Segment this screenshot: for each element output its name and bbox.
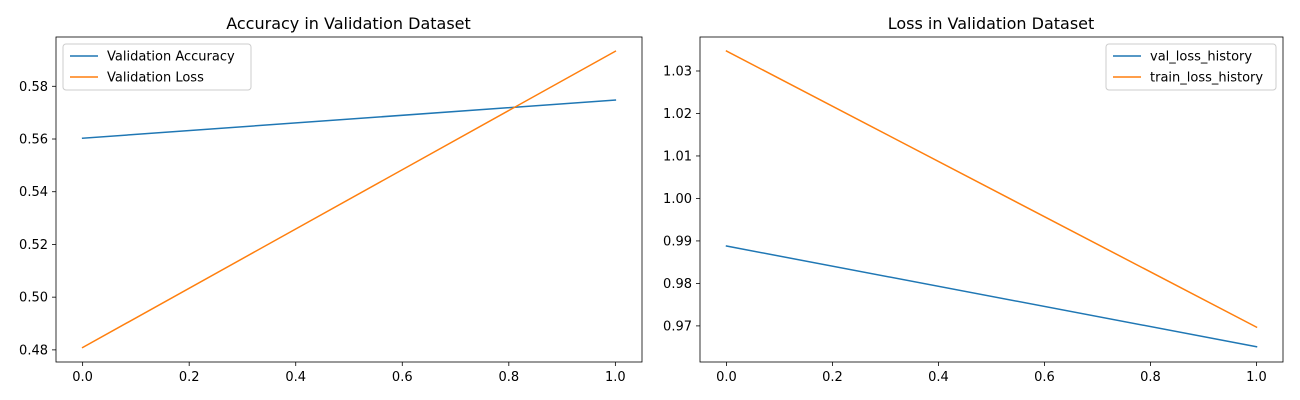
x-tick-label: 0.2 — [822, 370, 843, 385]
legend-box — [1105, 43, 1277, 91]
y-tick-label: 0.98 — [663, 277, 692, 292]
series-line-1 — [81, 99, 617, 140]
legend-box — [62, 43, 252, 91]
legend: val_loss_history train_loss_history — [1105, 43, 1277, 91]
chart-title: Loss in Validation Dataset — [888, 14, 1095, 33]
y-tick-label: 0.58 — [19, 80, 48, 95]
x-tick-label: 1.0 — [1246, 370, 1267, 385]
x-tick-label: 0.4 — [285, 370, 306, 385]
x-tick-label: 0.8 — [1140, 370, 1161, 385]
series-line-2 — [725, 50, 1258, 329]
y-tick-label: 0.48 — [19, 343, 48, 358]
axes-frame — [699, 36, 1284, 363]
y-tick-label: 0.50 — [19, 291, 48, 306]
x-tick-label: 0.0 — [72, 370, 93, 385]
series-line-1 — [725, 245, 1258, 348]
y-tick-label: 1.01 — [663, 149, 692, 164]
y-tick-label: 0.54 — [19, 185, 48, 200]
legend-label-1: Validation Accuracy — [107, 50, 235, 65]
y-tick-label: 0.97 — [663, 319, 692, 334]
legend-label-2: train_loss_history — [1150, 71, 1263, 86]
axes-frame — [55, 36, 643, 363]
x-tick-label: 0.0 — [716, 370, 737, 385]
series-line-2 — [81, 50, 617, 349]
x-tick-label: 0.6 — [392, 370, 413, 385]
accuracy-chart-panel: Accuracy in Validation Dataset 0.0 0.2 0.4… — [19, 14, 643, 385]
y-tick-label: 0.52 — [19, 238, 48, 253]
legend-label-1: val_loss_history — [1150, 50, 1252, 65]
y-tick-label: 0.56 — [19, 133, 48, 148]
y-tick-label: 1.03 — [663, 64, 692, 79]
x-tick-label: 1.0 — [605, 370, 626, 385]
y-tick-label: 1.02 — [663, 107, 692, 122]
x-tick-label: 0.2 — [179, 370, 200, 385]
y-tick-label: 0.99 — [663, 234, 692, 249]
legend-label-2: Validation Loss — [107, 71, 204, 86]
chart-title: Accuracy in Validation Dataset — [226, 14, 471, 33]
legend: Validation Accuracy Validation Loss — [62, 43, 252, 91]
loss-chart-panel: Loss in Validation Dataset 0.0 0.2 0.4 0.6 0… — [663, 14, 1284, 385]
x-tick-label: 0.6 — [1034, 370, 1055, 385]
x-tick-label: 0.8 — [498, 370, 519, 385]
x-tick-label: 0.4 — [928, 370, 949, 385]
y-tick-label: 1.00 — [663, 192, 692, 207]
